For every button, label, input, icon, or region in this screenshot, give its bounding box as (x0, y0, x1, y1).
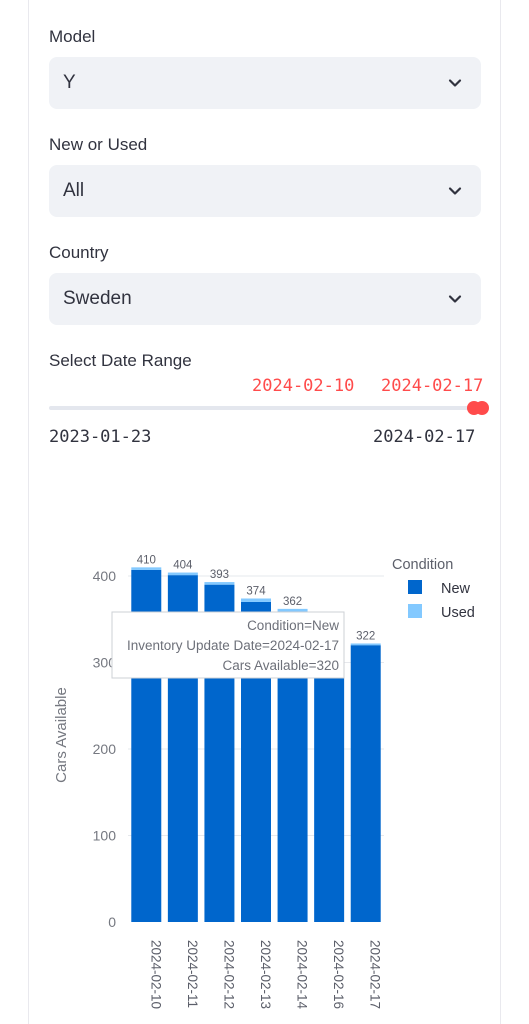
panel-left-border (28, 0, 29, 1024)
date-range-label: Select Date Range (49, 351, 192, 370)
legend-swatch-new[interactable] (408, 580, 422, 594)
bar-total-label: 362 (283, 596, 302, 608)
new-or-used-label: New or Used (49, 135, 148, 154)
bar-total-label: 393 (210, 569, 229, 581)
chevron-down-icon (448, 295, 462, 303)
bar-used[interactable] (131, 567, 162, 570)
bar-used[interactable] (167, 572, 198, 576)
country-select-value: Sweden (63, 288, 132, 309)
bar-used[interactable] (204, 582, 235, 585)
bar-new[interactable] (350, 645, 381, 922)
x-tick-label: 2024-02-10 (148, 940, 163, 1009)
date-range-slider-track[interactable] (49, 406, 481, 410)
country-select[interactable]: Sweden (49, 273, 481, 325)
bar-used[interactable] (350, 643, 381, 646)
x-tick-label: 2024-02-12 (221, 940, 236, 1009)
x-tick-label: 2024-02-16 (331, 940, 346, 1009)
legend-swatch-used[interactable] (408, 604, 422, 618)
bar-total-label: 374 (246, 585, 266, 597)
model-select[interactable]: Y (49, 57, 481, 109)
bar-new[interactable] (314, 653, 345, 922)
bar-total-label: 322 (356, 630, 375, 642)
slider-end-value: 2024-02-17 (381, 376, 484, 396)
bar-used[interactable] (277, 608, 308, 613)
y-tick-label: 100 (93, 828, 117, 844)
inventory-bar-chart: 0 100 200 300 400 2024-02-10 2024-02-11 2024-0… (53, 554, 475, 1010)
legend-title: Condition (392, 557, 453, 573)
y-tick-label: 300 (93, 655, 117, 671)
slider-start-value: 2024-02-10 (252, 376, 355, 396)
new-or-used-select-value: All (63, 180, 85, 201)
x-tick-label: 2024-02-11 (185, 940, 200, 1008)
slider-max-label: 2024-02-17 (373, 427, 476, 447)
y-tick-label: 400 (93, 568, 117, 584)
slider-end-handle[interactable] (475, 401, 489, 415)
chevron-down-icon (448, 187, 462, 195)
new-or-used-select[interactable]: All (49, 165, 481, 217)
y-tick-label: 0 (108, 914, 116, 930)
x-tick-label: 2024-02-17 (368, 940, 383, 1009)
bar-used[interactable] (241, 598, 271, 602)
legend-label-used[interactable]: Used (441, 605, 475, 621)
tooltip-line-date: Inventory Update Date=2024-02-17 (127, 638, 339, 653)
y-axis-title: Cars Available (53, 687, 70, 783)
x-tick-label: 2024-02-14 (295, 940, 310, 1010)
x-tick-label: 2024-02-13 (258, 940, 273, 1009)
model-label: Model (49, 27, 96, 46)
chevron-down-icon (448, 79, 462, 87)
slider-min-label: 2023-01-23 (49, 427, 152, 447)
country-label: Country (49, 243, 109, 262)
bar-total-label: 410 (137, 554, 156, 566)
bar-total-label: 404 (173, 560, 193, 572)
y-tick-label: 200 (93, 741, 117, 757)
chart-tooltip: Condition=New Inventory Update Date=2024… (111, 611, 345, 679)
legend-label-new[interactable]: New (441, 581, 471, 597)
panel-right-border (500, 0, 501, 1024)
model-select-value: Y (63, 72, 76, 93)
tooltip-line-count: Cars Available=320 (223, 658, 339, 673)
tooltip-line-condition: Condition=New (247, 618, 339, 633)
